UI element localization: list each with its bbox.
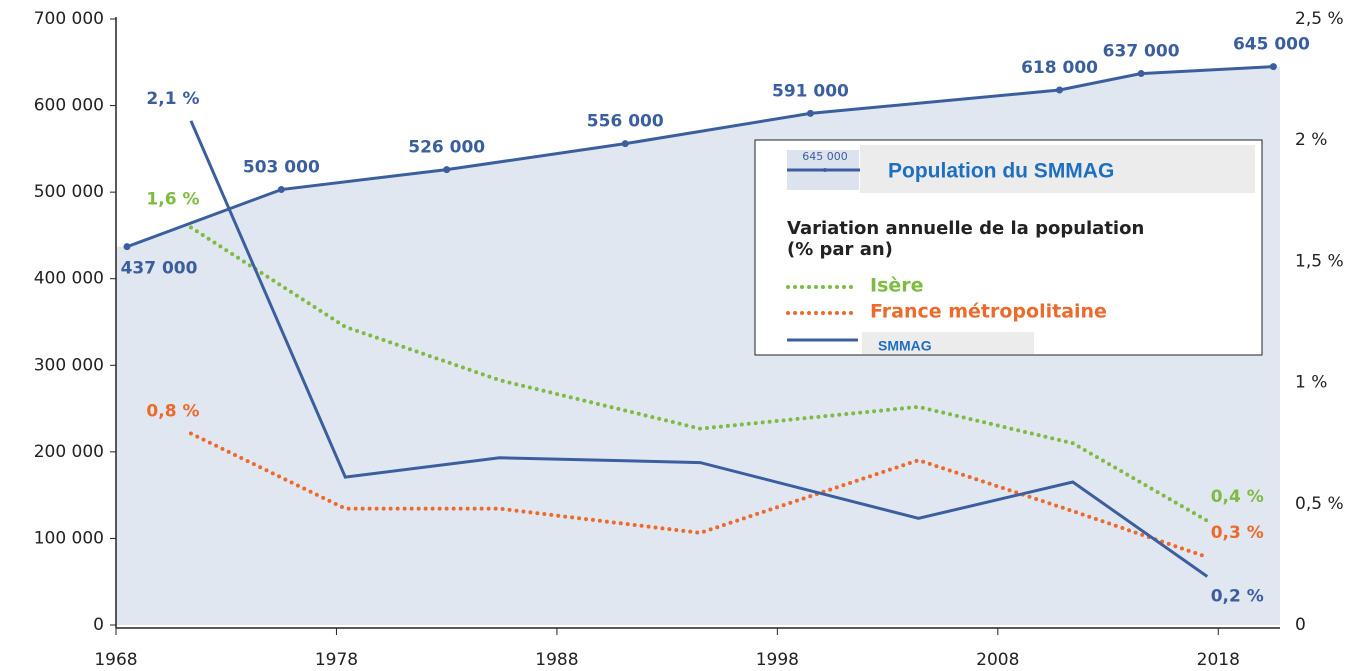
data-label: 437 000 [121, 259, 198, 279]
x-tick-label: 1978 [315, 650, 358, 670]
y2-tick-label: 2 % [1295, 130, 1327, 150]
point [1056, 86, 1064, 94]
series-line [126, 65, 1274, 249]
y-tick-label: 400 000 [34, 269, 104, 289]
y-tick-label: 0 [93, 615, 104, 635]
legend-label: France métropolitaine [870, 301, 1107, 323]
x-tick-label: 1998 [756, 650, 799, 670]
point [443, 166, 451, 174]
data-label: 591 000 [772, 81, 849, 101]
y-tick-label: 300 000 [34, 355, 104, 375]
data-label: 637 000 [1103, 42, 1180, 62]
data-label: 645 000 [1233, 35, 1310, 55]
point [806, 109, 814, 117]
x-tick-label: 1988 [535, 650, 578, 670]
x-tick-label: 1968 [94, 650, 137, 670]
y-tick-label: 500 000 [34, 182, 104, 202]
y-tick-label: 700 000 [34, 9, 104, 29]
y-tick-label: 200 000 [34, 442, 104, 462]
data-label: 503 000 [243, 158, 320, 178]
series-line [188, 225, 1210, 523]
y-tick-label: 600 000 [34, 96, 104, 116]
x-tick-label: 2018 [1197, 650, 1240, 670]
data-label: 0,8 % [146, 402, 199, 422]
series-line [189, 120, 1209, 578]
y2-tick-label: 0,5 % [1295, 494, 1344, 514]
data-label: 0,2 % [1211, 587, 1264, 607]
data-label: 0,3 % [1211, 523, 1264, 543]
legend-label: Population du SMMAG [888, 160, 1114, 183]
legend-swatch-dot [823, 168, 827, 172]
data-label: 1,6 % [146, 189, 199, 209]
data-label: 618 000 [1021, 58, 1098, 78]
data-label: 556 000 [587, 112, 664, 132]
y2-tick-label: 1,5 % [1295, 251, 1344, 271]
point [277, 186, 285, 194]
x-tick-label: 2008 [976, 650, 1019, 670]
data-label: 526 000 [408, 138, 485, 158]
data-label: 2,1 % [146, 89, 199, 109]
y2-tick-label: 1 % [1295, 373, 1327, 393]
data-label: 0,4 % [1211, 487, 1264, 507]
legend-highlight [860, 145, 1255, 193]
legend-highlight [862, 332, 1034, 354]
y-tick-label: 100 000 [34, 528, 104, 548]
point [123, 243, 131, 251]
point [621, 140, 629, 148]
legend-title: Variation annuelle de la population [787, 218, 1144, 239]
y2-tick-label: 2,5 % [1295, 9, 1344, 29]
legend: 645 000 Population du SMMAG Variation an… [754, 139, 1263, 356]
y2-tick-label: 0 [1295, 615, 1306, 635]
legend-label: Isère [870, 275, 924, 297]
legend-icon-label: 645 000 [802, 150, 848, 163]
legend-label: SMMAG [878, 338, 932, 354]
legend-title: (% par an) [787, 239, 893, 260]
point [1269, 63, 1277, 71]
point [1137, 70, 1145, 78]
